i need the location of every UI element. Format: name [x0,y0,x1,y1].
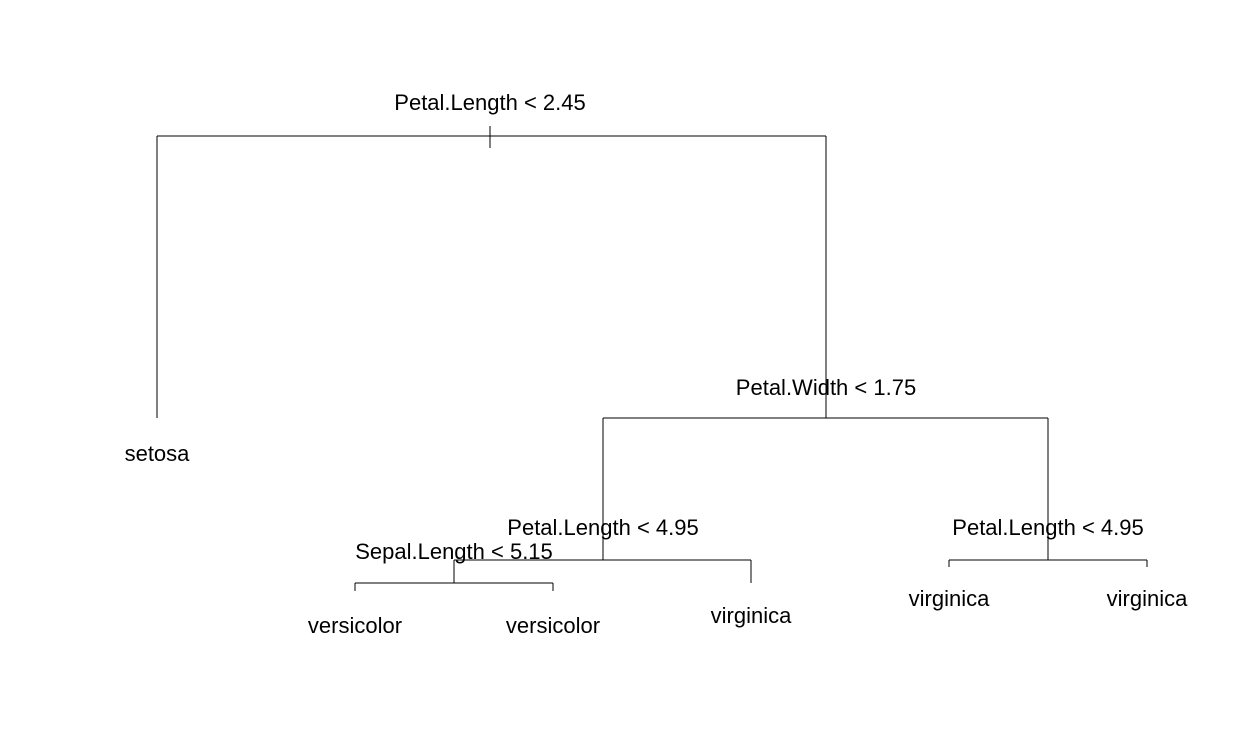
sepal-length-split-node: Sepal.Length < 5.15 [354,539,554,591]
root-split-label: Petal.Length < 2.45 [394,90,585,115]
leaf-versicolor-2: versicolor [506,613,600,638]
petal-width-split-label: Petal.Width < 1.75 [736,375,916,400]
leaf-virginica-3: virginica [1107,586,1188,611]
petal-length-left-split-node: Petal.Length < 4.95 [454,418,751,561]
petal-width-split-node: Petal.Width < 1.75 [603,136,1048,419]
sepal-length-split-label: Sepal.Length < 5.15 [355,539,553,564]
leaf-virginica-2: virginica [909,586,990,611]
petal-length-right-split-node: Petal.Length < 4.95 [948,418,1148,567]
leaf-setosa: setosa [125,441,191,466]
leaf-virginica-1: virginica [711,603,792,628]
root-split-node: Petal.Length < 2.45 [157,90,826,148]
petal-length-left-split-label: Petal.Length < 4.95 [507,515,698,540]
petal-length-right-split-label: Petal.Length < 4.95 [952,515,1143,540]
leaf-versicolor-1: versicolor [308,613,402,638]
